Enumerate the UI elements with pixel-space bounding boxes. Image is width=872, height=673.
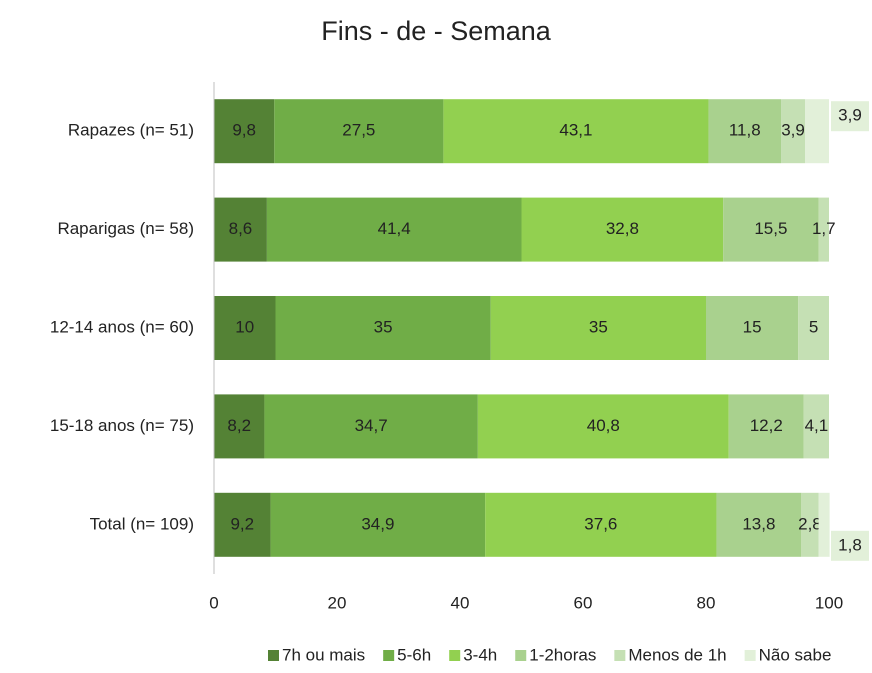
x-tick-label: 60 xyxy=(574,593,593,612)
data-label: 2,8 xyxy=(798,514,822,533)
bar-segment xyxy=(477,394,729,459)
legend-swatch xyxy=(744,650,756,661)
data-label: 37,6 xyxy=(584,514,617,533)
bar-segment xyxy=(214,492,271,557)
x-tick-label: 0 xyxy=(209,593,218,612)
bar-segment xyxy=(798,296,829,360)
y-tick-label: Total (n= 109) xyxy=(90,514,194,533)
data-label: 15,5 xyxy=(754,219,787,238)
data-label: 8,6 xyxy=(229,219,253,238)
data-label: 35 xyxy=(374,317,393,336)
x-tick-label: 100 xyxy=(815,593,843,612)
data-label: 43,1 xyxy=(559,121,592,140)
legend-swatch xyxy=(515,650,527,661)
bar-segment xyxy=(706,296,799,360)
data-label: 12,2 xyxy=(750,416,783,435)
chart-title: Fins - de - Semana xyxy=(321,16,552,46)
data-label: 8,2 xyxy=(227,416,251,435)
bar-segment xyxy=(716,492,802,557)
x-tick-label: 40 xyxy=(451,593,470,612)
x-tick-label: 20 xyxy=(328,593,347,612)
data-label: 40,8 xyxy=(587,416,620,435)
label-box xyxy=(831,101,869,132)
data-label: 4,1 xyxy=(805,416,829,435)
data-label: 5 xyxy=(809,317,818,336)
bar-segment xyxy=(270,492,486,557)
legend-label: Menos de 1h xyxy=(628,645,726,664)
bar-segment xyxy=(723,197,819,262)
data-label: 1,7 xyxy=(812,219,836,238)
data-label: 34,7 xyxy=(355,416,388,435)
data-label: 15 xyxy=(743,317,762,336)
bar-segment xyxy=(264,394,478,459)
data-label: 13,8 xyxy=(742,514,775,533)
data-label: 3,9 xyxy=(838,106,862,125)
data-label: 35 xyxy=(589,317,608,336)
bar-segment xyxy=(490,296,706,360)
legend-label: 1-2horas xyxy=(529,645,596,664)
data-label: 11,8 xyxy=(729,121,761,140)
bar-segment xyxy=(803,394,829,459)
y-tick-label: Raparigas (n= 58) xyxy=(57,219,194,238)
legend-swatch xyxy=(614,650,626,661)
data-label: 41,4 xyxy=(378,219,411,238)
data-label: 1,8 xyxy=(838,535,862,554)
bar-segment xyxy=(443,99,709,164)
bar-segment xyxy=(214,394,265,459)
legend-label: 7h ou mais xyxy=(282,645,365,664)
bar-segment xyxy=(781,99,806,164)
legend-label: 5-6h xyxy=(397,645,431,664)
legend-label: Não sabe xyxy=(759,645,832,664)
bar-segment xyxy=(801,492,819,557)
bar-segment xyxy=(214,296,276,360)
y-tick-label: Rapazes (n= 51) xyxy=(68,121,194,140)
legend-swatch xyxy=(449,650,461,661)
data-label: 27,5 xyxy=(342,121,375,140)
data-label: 34,9 xyxy=(361,514,394,533)
bar-segment xyxy=(274,99,444,164)
bar-segment xyxy=(214,99,275,164)
data-label: 3,9 xyxy=(781,121,805,140)
bar-segment xyxy=(485,492,717,557)
legend-label: 3-4h xyxy=(463,645,497,664)
data-label: 9,8 xyxy=(232,121,256,140)
bar-segment xyxy=(275,296,491,360)
bar-segment xyxy=(708,99,782,164)
label-box xyxy=(831,530,869,561)
legend-swatch xyxy=(383,650,395,661)
x-tick-label: 80 xyxy=(697,593,716,612)
bar-segment xyxy=(728,394,804,459)
y-tick-label: 12-14 anos (n= 60) xyxy=(50,317,194,336)
y-tick-label: 15-18 anos (n= 75) xyxy=(50,416,194,435)
legend-swatch xyxy=(268,650,279,661)
data-label: 32,8 xyxy=(606,219,639,238)
bar-segment xyxy=(818,197,829,262)
bar-segment xyxy=(521,197,724,262)
data-label: 10 xyxy=(235,317,254,336)
data-label: 9,2 xyxy=(230,514,254,533)
bar-segment xyxy=(805,99,829,164)
bar-segment xyxy=(266,197,522,262)
bar-segment xyxy=(818,492,830,557)
bar-segment xyxy=(214,197,267,262)
